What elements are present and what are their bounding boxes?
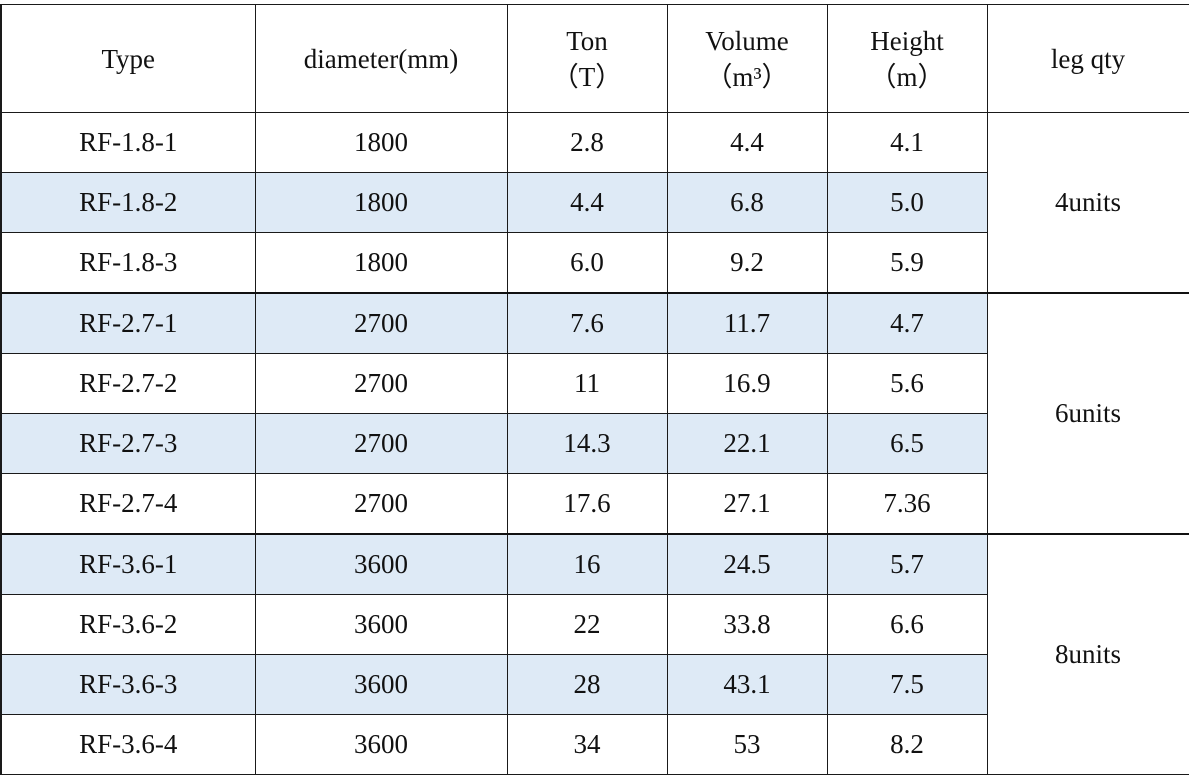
header-ton-unit: （T）	[551, 61, 623, 92]
ton-cell: 16	[506, 533, 668, 595]
diameter-cell: 3600	[254, 714, 508, 775]
volume-cell: 6.8	[666, 172, 828, 233]
diameter-cell: 3600	[254, 654, 508, 715]
volume-cell: 16.9	[666, 353, 828, 414]
table-row: RF-1.8-2 1800 4.4 6.8 5.0	[0, 172, 1189, 233]
diameter-cell: 2700	[254, 473, 508, 535]
header-volume-label: Volume	[705, 25, 789, 56]
height-cell: 4.7	[826, 292, 988, 354]
diameter-cell: 2700	[254, 292, 508, 354]
ton-cell: 14.3	[506, 413, 668, 474]
volume-cell: 33.8	[666, 594, 828, 655]
table-row: RF-2.7-1 2700 7.6 11.7 4.7 6units	[0, 292, 1189, 535]
table-row: RF-3.6-3 3600 28 43.1 7.5	[0, 654, 1189, 715]
leg-qty-cell: 4units	[986, 112, 1189, 294]
ton-cell: 7.6	[506, 292, 668, 354]
ton-cell: 22	[506, 594, 668, 655]
header-volume-unit: （m³）	[705, 61, 789, 92]
diameter-cell: 1800	[254, 112, 508, 173]
table-row: RF-3.6-1 3600 16 24.5 5.7 8units	[0, 533, 1189, 775]
type-cell: RF-2.7-1	[0, 292, 256, 354]
type-cell: RF-3.6-4	[0, 714, 256, 775]
height-cell: 5.9	[826, 232, 988, 294]
volume-cell: 11.7	[666, 292, 828, 354]
leg-qty-cell: 8units	[986, 533, 1189, 775]
table-row: RF-2.7-2 2700 11 16.9 5.6	[0, 353, 1189, 414]
header-ton-label: Ton	[566, 25, 608, 56]
type-cell: RF-1.8-1	[0, 112, 256, 173]
header-volume: Volume （m³）	[666, 4, 828, 113]
header-leg-qty-label: leg qty	[1050, 43, 1126, 74]
type-cell: RF-2.7-4	[0, 473, 256, 535]
header-leg-qty: leg qty	[986, 4, 1189, 113]
header-type: Type	[0, 4, 256, 113]
ton-cell: 6.0	[506, 232, 668, 294]
type-cell: RF-1.8-3	[0, 232, 256, 294]
height-cell: 6.6	[826, 594, 988, 655]
ton-cell: 17.6	[506, 473, 668, 535]
volume-cell: 24.5	[666, 533, 828, 595]
height-cell: 6.5	[826, 413, 988, 474]
type-cell: RF-2.7-2	[0, 353, 256, 414]
type-cell: RF-3.6-2	[0, 594, 256, 655]
table-body: RF-1.8-1 1800 2.8 4.4 4.1 4units RF-1.8-…	[0, 112, 1189, 775]
height-cell: 8.2	[826, 714, 988, 775]
type-cell: RF-3.6-1	[0, 533, 256, 595]
spec-table: Type diameter(mm) Ton （T） Volume （m³） He…	[0, 4, 1189, 775]
ton-cell: 4.4	[506, 172, 668, 233]
type-cell: RF-2.7-3	[0, 413, 256, 474]
height-cell: 5.0	[826, 172, 988, 233]
type-cell: RF-3.6-3	[0, 654, 256, 715]
height-cell: 4.1	[826, 112, 988, 173]
volume-cell: 22.1	[666, 413, 828, 474]
table-row: RF-2.7-3 2700 14.3 22.1 6.5	[0, 413, 1189, 474]
header-diameter-label: diameter(mm)	[303, 43, 459, 74]
height-cell: 5.7	[826, 533, 988, 595]
header-ton: Ton （T）	[506, 4, 668, 113]
header-type-label: Type	[101, 43, 156, 74]
ton-cell: 2.8	[506, 112, 668, 173]
table-row: RF-3.6-4 3600 34 53 8.2	[0, 714, 1189, 775]
diameter-cell: 1800	[254, 172, 508, 233]
volume-cell: 4.4	[666, 112, 828, 173]
height-cell: 7.5	[826, 654, 988, 715]
header-height-unit: （m）	[869, 61, 945, 92]
type-cell: RF-1.8-2	[0, 172, 256, 233]
header-diameter: diameter(mm)	[254, 4, 508, 113]
header-row: Type diameter(mm) Ton （T） Volume （m³） He…	[0, 4, 1189, 113]
table-row: RF-3.6-2 3600 22 33.8 6.6	[0, 594, 1189, 655]
volume-cell: 43.1	[666, 654, 828, 715]
header-height: Height （m）	[826, 4, 988, 113]
height-cell: 7.36	[826, 473, 988, 535]
ton-cell: 28	[506, 654, 668, 715]
diameter-cell: 2700	[254, 413, 508, 474]
height-cell: 5.6	[826, 353, 988, 414]
leg-qty-cell: 6units	[986, 292, 1189, 535]
volume-cell: 9.2	[666, 232, 828, 294]
diameter-cell: 3600	[254, 533, 508, 595]
diameter-cell: 1800	[254, 232, 508, 294]
header-height-label: Height	[870, 25, 944, 56]
table-row: RF-1.8-1 1800 2.8 4.4 4.1 4units	[0, 112, 1189, 294]
volume-cell: 27.1	[666, 473, 828, 535]
diameter-cell: 3600	[254, 594, 508, 655]
ton-cell: 34	[506, 714, 668, 775]
diameter-cell: 2700	[254, 353, 508, 414]
volume-cell: 53	[666, 714, 828, 775]
ton-cell: 11	[506, 353, 668, 414]
